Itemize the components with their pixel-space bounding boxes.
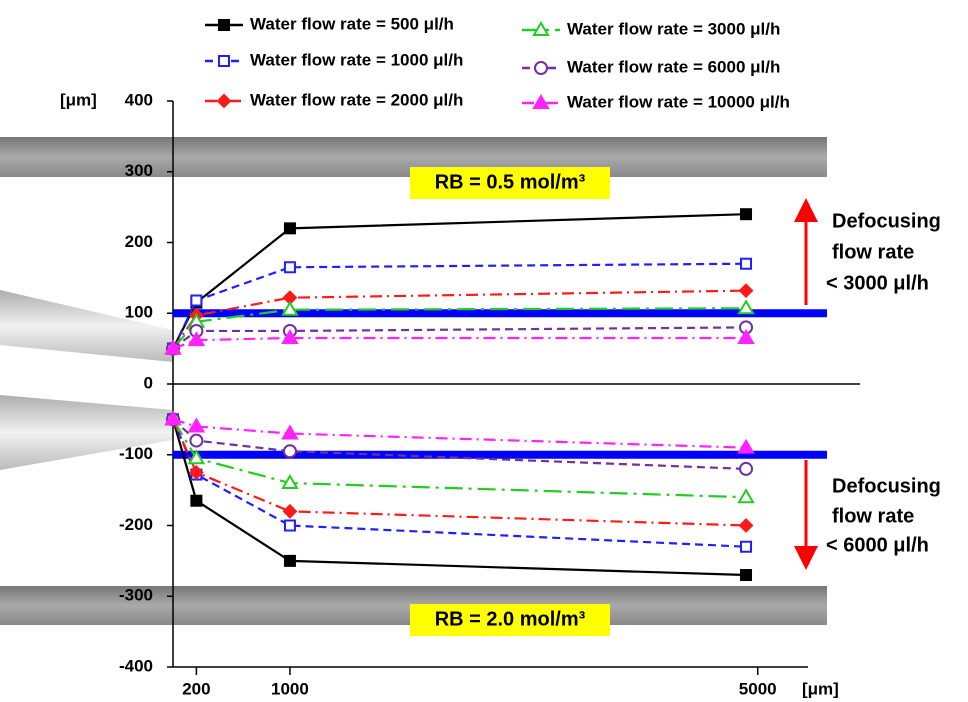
annotation: RB = 0.5 mol/m³ bbox=[435, 171, 586, 193]
legend-marker bbox=[534, 61, 548, 75]
y-tick-label: 100 bbox=[125, 303, 153, 322]
point bbox=[281, 329, 299, 345]
y-tick-label: 400 bbox=[125, 90, 153, 109]
series-line bbox=[172, 418, 747, 470]
point bbox=[740, 257, 753, 270]
point bbox=[164, 410, 182, 426]
y-tick-label: 300 bbox=[125, 161, 153, 180]
series-line bbox=[172, 213, 747, 350]
point bbox=[282, 444, 297, 459]
annotation: < 6000 μl/h bbox=[826, 534, 929, 556]
annotation: RB = 2.0 mol/m³ bbox=[435, 608, 586, 630]
point bbox=[187, 417, 206, 433]
legend-marker bbox=[532, 94, 550, 109]
point bbox=[737, 329, 755, 345]
series-line bbox=[172, 262, 747, 350]
annotation: < 3000 μl/h bbox=[826, 272, 929, 294]
point bbox=[739, 461, 754, 476]
point bbox=[281, 424, 299, 440]
point bbox=[283, 261, 296, 274]
point bbox=[187, 331, 206, 347]
point bbox=[187, 449, 206, 465]
inlet-image bbox=[0, 395, 173, 470]
annotation: Defocusing bbox=[832, 210, 941, 232]
series-line bbox=[172, 336, 747, 350]
point bbox=[281, 474, 299, 490]
annotation: flow rate bbox=[832, 241, 914, 263]
point bbox=[190, 494, 203, 507]
x-tick-label: 5000 bbox=[739, 679, 777, 698]
point bbox=[740, 208, 753, 221]
annotation: Defocusing bbox=[832, 475, 941, 497]
legend-label: Water flow rate = 2000 μl/h bbox=[250, 90, 463, 109]
x-tick-label: 200 bbox=[182, 679, 210, 698]
inlet-image bbox=[0, 290, 173, 362]
y-tick-label: -400 bbox=[119, 656, 153, 675]
series-line bbox=[172, 289, 747, 350]
y-unit: [μm] bbox=[60, 90, 97, 109]
legend-marker bbox=[218, 55, 230, 67]
series-line bbox=[171, 418, 747, 548]
point bbox=[737, 299, 755, 315]
point bbox=[188, 465, 204, 480]
legend-label: Water flow rate = 3000 μl/h bbox=[567, 19, 780, 38]
point bbox=[190, 294, 203, 307]
point bbox=[189, 433, 204, 448]
legend-label: Water flow rate = 500 μl/h bbox=[250, 14, 454, 33]
point bbox=[283, 554, 296, 567]
series-line bbox=[172, 326, 747, 350]
x-unit: [μm] bbox=[802, 679, 839, 698]
series-line bbox=[171, 418, 747, 527]
y-tick-label: 0 bbox=[144, 373, 153, 392]
legend-marker bbox=[532, 21, 550, 36]
legend-label: Water flow rate = 10000 μl/h bbox=[567, 92, 790, 111]
series-line bbox=[172, 418, 747, 449]
series-line bbox=[172, 307, 747, 350]
legend-label: Water flow rate = 6000 μl/h bbox=[567, 57, 780, 76]
x-tick-label: 1000 bbox=[271, 679, 309, 698]
series-line bbox=[171, 419, 747, 577]
legend-marker bbox=[218, 19, 230, 31]
point bbox=[281, 300, 299, 316]
y-tick-label: -200 bbox=[119, 515, 153, 534]
point bbox=[738, 518, 754, 533]
point bbox=[738, 283, 754, 299]
point bbox=[283, 519, 296, 532]
series-line bbox=[172, 418, 747, 499]
y-tick-label: -300 bbox=[119, 586, 153, 605]
legend-label: Water flow rate = 1000 μl/h bbox=[250, 50, 463, 69]
point bbox=[740, 540, 753, 553]
annotation-box bbox=[410, 167, 610, 199]
point bbox=[740, 569, 753, 582]
point bbox=[737, 488, 755, 504]
legend-marker bbox=[216, 93, 232, 109]
annotation: flow rate bbox=[832, 505, 914, 527]
point bbox=[283, 222, 296, 235]
y-tick-label: 200 bbox=[125, 232, 153, 251]
point bbox=[737, 438, 755, 454]
y-tick-label: -100 bbox=[119, 444, 153, 463]
point bbox=[164, 339, 182, 355]
point bbox=[282, 503, 298, 519]
annotation-box bbox=[410, 604, 610, 636]
